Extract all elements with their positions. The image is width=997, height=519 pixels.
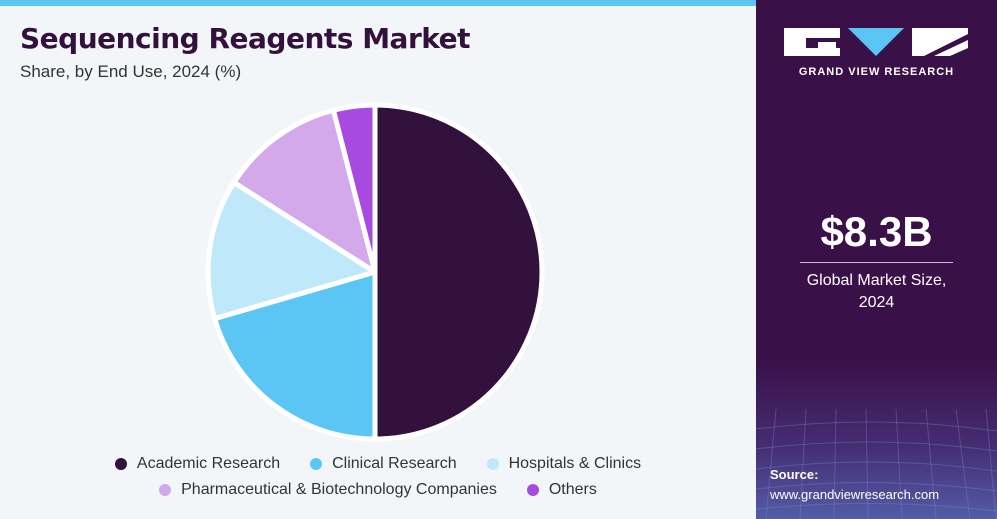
pie-slice-others bbox=[330, 102, 378, 275]
legend-swatch bbox=[486, 458, 499, 470]
legend-item: Pharmaceutical & Biotechnology Companies bbox=[159, 481, 497, 499]
legend-row-2: Pharmaceutical & Biotechnology Companies… bbox=[0, 481, 756, 501]
legend-label: Others bbox=[548, 481, 597, 498]
grand-view-research-logo bbox=[784, 28, 968, 56]
legend-label: Pharmaceutical & Biotechnology Companies bbox=[181, 481, 497, 498]
market-caption-line-1: Global Market Size, bbox=[806, 272, 947, 289]
pie-slice-hospitals-clinics bbox=[205, 180, 378, 322]
market-caption-line-2: 2024 bbox=[858, 294, 895, 311]
source-label: Source: bbox=[770, 467, 819, 482]
legend-label: Academic Research bbox=[136, 455, 281, 472]
legend-item: Academic Research bbox=[114, 455, 281, 473]
chart-subtitle: Share, by End Use, 2024 (%) bbox=[20, 62, 242, 81]
pie-slice-academic-research bbox=[372, 102, 545, 442]
market-size-value: $8.3B bbox=[820, 208, 933, 255]
background-grid bbox=[756, 409, 997, 519]
chart-title: Sequencing Reagents Market bbox=[20, 22, 471, 55]
divider bbox=[800, 262, 953, 263]
pie-slice-clinical-research bbox=[212, 269, 378, 442]
brand-name: GRAND VIEW RESEARCH bbox=[798, 66, 955, 78]
legend-swatch bbox=[526, 484, 539, 496]
legend-item: Clinical Research bbox=[310, 455, 457, 473]
legend-row-1: Academic Research Clinical Research Hospit… bbox=[0, 455, 756, 475]
legend-label: Clinical Research bbox=[332, 455, 457, 472]
legend-swatch bbox=[310, 458, 323, 470]
market-size-caption: Global Market Size, 2024 bbox=[756, 270, 997, 314]
accent-bar bbox=[0, 0, 756, 6]
legend-item: Others bbox=[526, 481, 597, 499]
info-sidebar: GRAND VIEW RESEARCH $8.3B Global Market … bbox=[756, 0, 997, 519]
pie-slice-pharmaceutical-biotechnology-companies bbox=[231, 107, 378, 275]
pie-chart bbox=[205, 102, 545, 442]
source-note: Source: www.grandviewresearch.com bbox=[770, 465, 939, 505]
legend-swatch bbox=[159, 484, 172, 496]
chart-panel: Sequencing Reagents Market Share, by End… bbox=[0, 0, 756, 519]
legend-swatch bbox=[114, 458, 127, 470]
source-url[interactable]: www.grandviewresearch.com bbox=[770, 487, 940, 502]
legend-label: Hospitals & Clinics bbox=[508, 455, 642, 472]
legend-item: Hospitals & Clinics bbox=[486, 455, 642, 473]
background-glow bbox=[756, 359, 997, 519]
